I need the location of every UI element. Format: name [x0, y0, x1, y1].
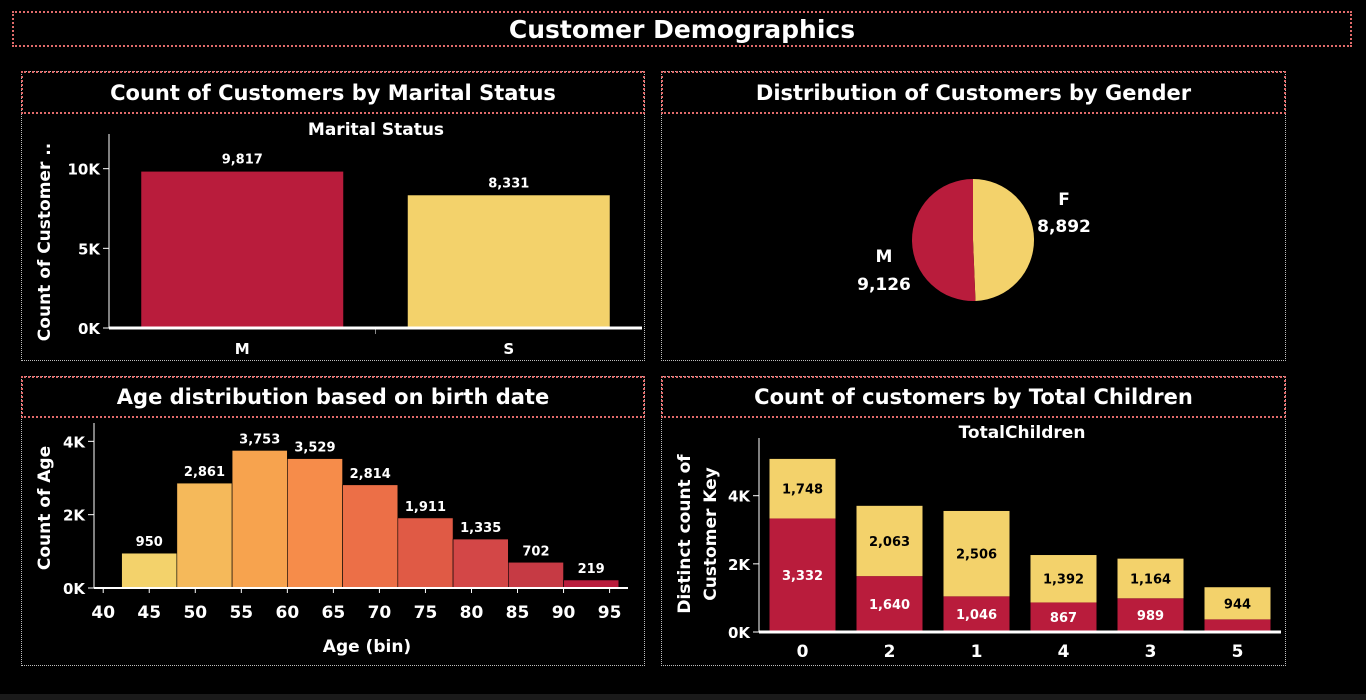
- age-y-tick-label: 4K: [63, 433, 86, 451]
- age-bar: [176, 482, 233, 589]
- children-segment-label: 1,046: [956, 608, 997, 623]
- children-x-tick-label: 5: [1232, 642, 1244, 662]
- age-x-tick-label: 75: [414, 603, 438, 623]
- children-bar-segment: [769, 518, 836, 632]
- children-x-tick-label: 4: [1058, 642, 1070, 662]
- marital-panel-title: Count of Customers by Marital Status: [21, 71, 645, 114]
- children-y-axis-label-line2: Customer Key: [701, 467, 721, 601]
- marital-y-tick-label: 5K: [78, 240, 101, 258]
- marital-x-tick-label: S: [503, 340, 514, 358]
- age-bar-label: 1,335: [460, 521, 501, 536]
- age-bar-label: 3,753: [239, 432, 280, 447]
- children-y-tick-label: 4K: [728, 488, 751, 506]
- age-x-tick-label: 70: [368, 603, 392, 623]
- children-bar-segment: [1204, 619, 1271, 632]
- children-bar-segment: [769, 458, 836, 519]
- children-chart: TotalChildren Distinct count of Customer K…: [675, 423, 1281, 662]
- children-segment-label: 2,063: [869, 535, 910, 550]
- age-x-tick-label: 90: [552, 603, 576, 623]
- age-y-tick-label: 2K: [63, 507, 86, 525]
- children-bar-segment: [943, 510, 1010, 597]
- dashboard-title: Customer Demographics: [12, 11, 1352, 47]
- age-bar-label: 2,861: [184, 465, 225, 480]
- marital-bar-label: 8,331: [488, 176, 529, 191]
- marital-y-tick-label: 10K: [68, 161, 102, 179]
- children-segment-label: 1,640: [869, 598, 910, 613]
- bottom-strip: [0, 694, 1366, 700]
- age-x-tick-label: 50: [183, 603, 207, 623]
- children-bar-segment: [1030, 555, 1097, 603]
- children-x-tick-label: 0: [797, 642, 809, 662]
- children-x-tick-label: 3: [1145, 642, 1157, 662]
- age-x-tick-label: 60: [276, 603, 300, 623]
- children-chart-title: TotalChildren: [959, 423, 1086, 443]
- age-bar-label: 3,529: [294, 441, 335, 456]
- children-x-tick-label: 1: [971, 642, 983, 662]
- children-y-tick-label: 2K: [728, 556, 751, 574]
- age-x-tick-label: 45: [137, 603, 161, 623]
- gender-slice-value: 8,892: [1037, 217, 1091, 237]
- marital-bar: [141, 171, 344, 328]
- age-bar: [121, 552, 178, 589]
- children-y-axis-label-line1: Distinct count of: [675, 454, 695, 614]
- children-bar-segment: [1117, 598, 1184, 632]
- children-panel-title: Count of customers by Total Children: [661, 376, 1286, 418]
- age-bar-label: 219: [578, 562, 605, 577]
- age-bar: [231, 450, 288, 589]
- age-y-axis-label: Count of Age: [35, 446, 55, 570]
- children-segment-label: 1,392: [1043, 573, 1084, 588]
- age-x-axis-label: Age (bin): [323, 637, 411, 657]
- children-bar-segment: [1117, 558, 1184, 599]
- age-bar: [287, 458, 343, 589]
- children-segment-label: 867: [1050, 611, 1077, 626]
- age-bar: [397, 517, 454, 589]
- age-bar-label: 702: [522, 544, 549, 559]
- marital-bar-label: 9,817: [222, 153, 263, 168]
- age-bar: [508, 561, 564, 589]
- marital-y-tick-label: 0K: [78, 320, 101, 338]
- marital-x-tick-label: M: [235, 340, 250, 358]
- age-x-tick-label: 40: [91, 603, 115, 623]
- children-y-tick-label: 0K: [728, 624, 751, 642]
- children-segment-label: 2,506: [956, 548, 997, 563]
- gender-panel-title: Distribution of Customers by Gender: [661, 71, 1286, 114]
- age-bar-label: 2,814: [350, 467, 391, 482]
- age-chart: Count of Age 0K 2K 4K 950 2,861 3,753 3,529 2,81…: [35, 423, 628, 657]
- marital-chart-title: Marital Status: [308, 120, 444, 140]
- children-bar-segment: [856, 576, 923, 632]
- gender-chart: F 8,892 M 9,126: [857, 179, 1091, 301]
- marital-y-axis-label: Count of Customer ..: [35, 143, 55, 341]
- gender-slice-label: M: [876, 247, 893, 267]
- age-x-tick-label: 55: [229, 603, 253, 623]
- children-bar-segment: [856, 505, 923, 577]
- children-segment-label: 1,164: [1130, 572, 1171, 587]
- gender-pie-slice: [911, 179, 976, 301]
- age-bar-label: 950: [136, 535, 163, 550]
- children-segment-label: 1,748: [782, 483, 823, 498]
- age-bar-label: 1,911: [405, 500, 446, 515]
- age-y-tick-label: 0K: [63, 580, 86, 598]
- age-x-tick-label: 65: [322, 603, 346, 623]
- children-bar-segment: [1204, 587, 1271, 620]
- age-bar: [342, 484, 399, 589]
- gender-pie-slice: [973, 179, 1034, 301]
- children-segment-label: 944: [1224, 597, 1251, 612]
- marital-bar: [407, 195, 610, 328]
- children-bar-segment: [1030, 602, 1097, 632]
- children-x-tick-label: 2: [884, 642, 896, 662]
- age-bar: [563, 579, 620, 589]
- children-segment-label: 989: [1137, 609, 1164, 624]
- age-x-tick-label: 80: [460, 603, 484, 623]
- gender-slice-value: 9,126: [857, 275, 911, 295]
- gender-slice-label: F: [1058, 190, 1070, 210]
- age-panel-title: Age distribution based on birth date: [21, 376, 645, 418]
- age-x-tick-label: 95: [598, 603, 622, 623]
- marital-chart: Marital Status Count of Customer .. 0K 5K 10…: [35, 120, 642, 358]
- children-bar-segment: [943, 596, 1010, 632]
- age-bar: [452, 538, 509, 589]
- children-segment-label: 3,332: [782, 569, 823, 584]
- age-x-tick-label: 85: [506, 603, 530, 623]
